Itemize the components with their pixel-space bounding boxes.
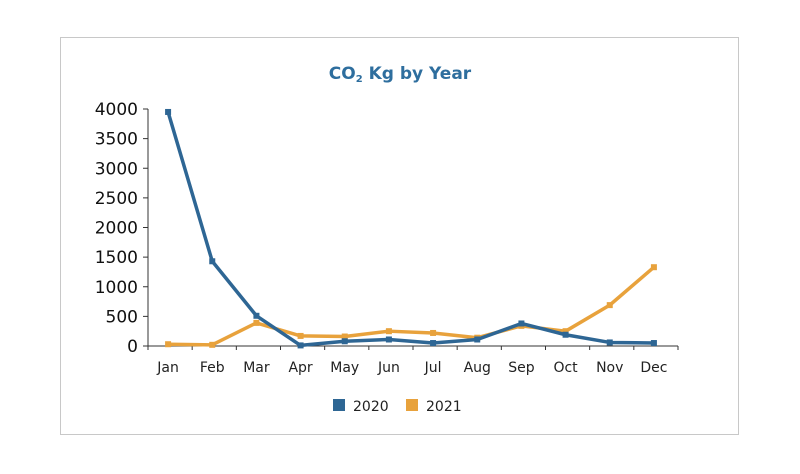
x-tick-label: Jan xyxy=(156,360,179,376)
y-tick-label: 3500 xyxy=(95,130,138,150)
legend-label-2020: 2020 xyxy=(353,399,389,415)
y-tick-label: 2500 xyxy=(95,189,138,209)
data-point-2021 xyxy=(341,333,348,340)
data-point-2020 xyxy=(165,108,172,115)
chart-title: CO2 Kg by Year xyxy=(328,64,472,85)
x-tick-label: Apr xyxy=(288,360,312,376)
series-line-2021 xyxy=(166,265,656,347)
data-point-2021 xyxy=(430,329,437,336)
x-tick-label: Oct xyxy=(553,360,578,376)
data-point-2020 xyxy=(518,320,525,327)
data-point-2020 xyxy=(430,340,437,347)
data-point-2020 xyxy=(650,340,657,347)
data-point-2021 xyxy=(209,341,216,348)
data-point-2021 xyxy=(165,341,172,348)
data-point-2020 xyxy=(562,331,569,338)
y-tick-label: 500 xyxy=(106,307,138,327)
data-point-2020 xyxy=(606,339,613,346)
x-tick-label: Dec xyxy=(640,360,667,376)
data-point-2020 xyxy=(474,336,481,343)
data-point-2021 xyxy=(606,302,613,309)
y-tick-label: 4000 xyxy=(95,100,138,120)
data-point-2020 xyxy=(253,312,260,319)
y-tick-label: 3000 xyxy=(95,159,138,179)
data-point-2020 xyxy=(385,336,392,343)
data-point-2020 xyxy=(209,258,216,265)
x-tick-label: Jun xyxy=(377,360,400,376)
data-point-2021 xyxy=(385,328,392,335)
x-tick-label: Feb xyxy=(200,360,225,376)
data-point-2021 xyxy=(650,264,657,271)
legend-swatch-2021 xyxy=(406,399,418,411)
data-point-2021 xyxy=(297,332,304,339)
y-tick-label: 0 xyxy=(127,337,138,357)
data-point-2020 xyxy=(341,338,348,345)
y-tick-label: 2000 xyxy=(95,219,138,239)
x-tick-label: Sep xyxy=(508,360,535,376)
legend-label-2021: 2021 xyxy=(426,399,462,415)
chart-frame xyxy=(60,37,739,435)
x-tick-label: May xyxy=(330,360,359,376)
data-point-2020 xyxy=(297,342,304,349)
y-tick-label: 1500 xyxy=(95,248,138,268)
series-line-2020 xyxy=(166,110,656,348)
x-tick-label: Mar xyxy=(243,360,270,376)
y-tick-label: 1000 xyxy=(95,278,138,298)
data-point-2021 xyxy=(562,328,569,335)
x-tick-label: Nov xyxy=(596,360,623,376)
legend-swatch-2020 xyxy=(333,399,345,411)
x-tick-label: Aug xyxy=(464,360,491,376)
data-point-2021 xyxy=(253,319,260,326)
x-tick-label: Jul xyxy=(424,360,442,376)
